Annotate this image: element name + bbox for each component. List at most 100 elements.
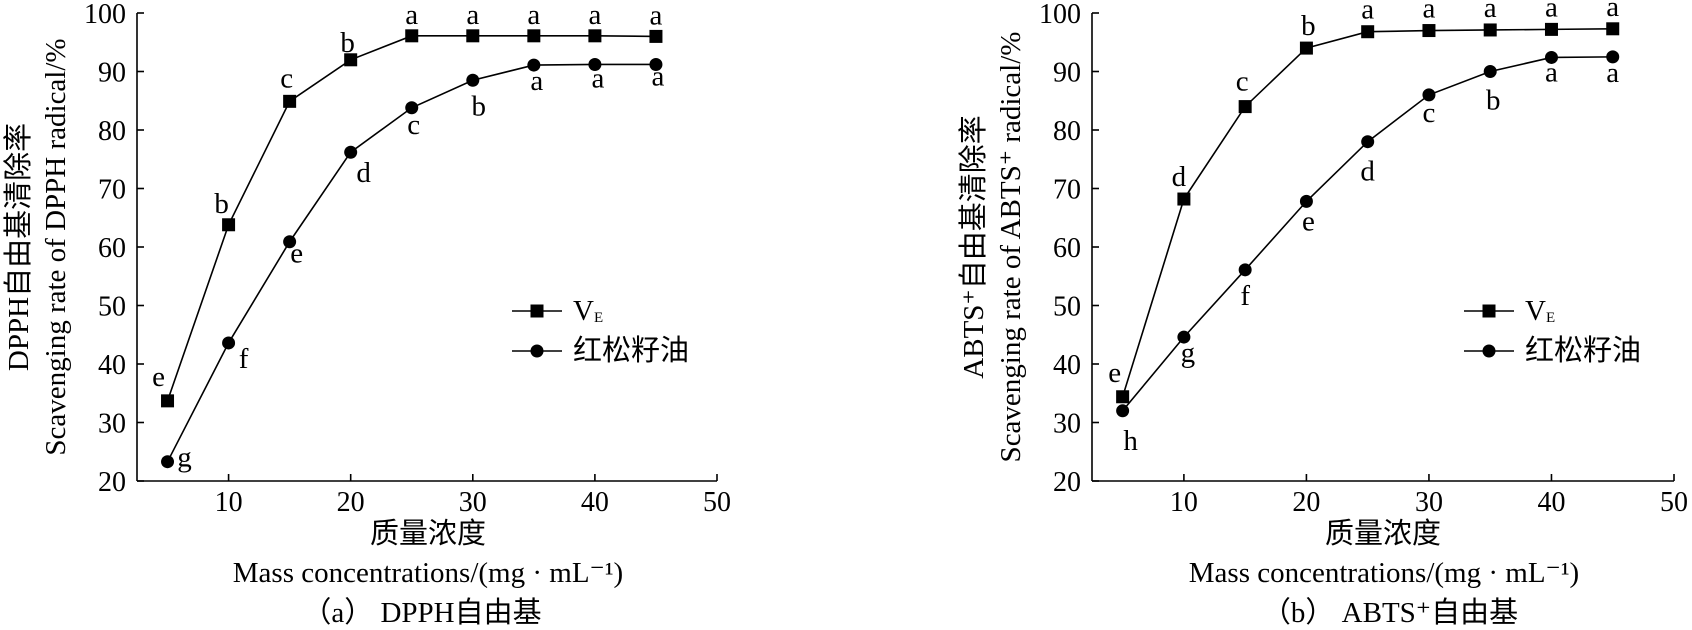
y-tick-label: 90 (98, 58, 126, 89)
significance-letter: e (1302, 205, 1315, 237)
x-axis-label-cn: 质量浓度 (370, 517, 486, 550)
x-tick-label: 20 (337, 487, 365, 518)
legend: VE 红松籽油 (512, 295, 689, 367)
data-point-marker-circle (1606, 50, 1620, 64)
y-tick-label: 30 (1053, 409, 1081, 440)
data-point-marker-square (283, 94, 297, 108)
data-point-marker-circle (1361, 135, 1375, 149)
legend-label-text: 红松籽油 (1525, 334, 1641, 367)
y-axis-label-cn: DPPH自由基清除率 (2, 123, 35, 371)
significance-letter: c (407, 109, 420, 141)
y-tick-label: 20 (1053, 467, 1081, 498)
y-tick-label: 80 (1053, 116, 1081, 147)
significance-letter: c (280, 62, 293, 94)
significance-letter: a (1423, 0, 1436, 25)
data-point-marker-square (588, 29, 602, 43)
data-point-marker-square (1177, 192, 1191, 206)
significance-letter: a (530, 65, 543, 97)
significance-letter: a (650, 0, 663, 31)
data-point-marker-circle (649, 57, 663, 71)
legend-marker-square (1482, 304, 1496, 318)
y-tick-label: 50 (98, 292, 126, 323)
y-tick-label: 40 (98, 350, 126, 381)
y-tick-label: 40 (1053, 350, 1081, 381)
data-point-marker-square (527, 29, 541, 43)
legend-marker-square (530, 304, 544, 318)
significance-letter: b (472, 90, 487, 122)
x-tick-label: 40 (581, 487, 609, 518)
data-point-marker-circle (283, 235, 297, 249)
significance-letter: b (340, 27, 355, 59)
legend-item: 红松籽油 (512, 334, 689, 367)
data-point-marker-square (1606, 22, 1620, 36)
data-point-marker-circle (1544, 50, 1558, 64)
legend-label: 红松籽油 (1525, 334, 1641, 367)
chart-caption: （b） ABTS⁺自由基 (1262, 596, 1518, 629)
significance-letter: a (1484, 0, 1497, 24)
chart-a-dpph: DPPH自由基清除率 Scavenging rate of DPPH radic… (2, 0, 731, 629)
x-tick-label: 20 (1292, 487, 1320, 518)
data-point-marker-square (161, 394, 175, 408)
significance-letter: c (1423, 97, 1436, 129)
legend-item: 红松籽油 (1464, 334, 1641, 367)
data-point-marker-square (1422, 24, 1436, 38)
significance-letter: d (1172, 161, 1187, 193)
data-point-marker-circle (588, 57, 602, 71)
data-point-marker-circle (405, 101, 419, 115)
data-point-marker-circle (1238, 263, 1252, 277)
y-tick-label: 100 (1039, 0, 1081, 30)
legend-label-subscript: E (1546, 310, 1555, 326)
data-point-marker-circle (1483, 65, 1497, 78)
y-tick-label: 70 (98, 175, 126, 206)
y-tick-label: 50 (1053, 292, 1081, 323)
y-tick-label: 90 (1053, 58, 1081, 89)
significance-letter: a (1545, 56, 1558, 88)
x-tick-label: 50 (703, 487, 731, 518)
y-axis-label-en: Scavenging rate of ABTS⁺ radical/% (995, 32, 1027, 463)
significance-letter: g (177, 442, 192, 474)
data-point-marker-square (1116, 390, 1130, 404)
data-point-marker-circle (161, 455, 175, 469)
axes: 10 20 30 40 50 20 30 40 50 60 70 80 90 100 (84, 0, 731, 518)
significance-letter: a (1606, 0, 1619, 23)
significance-letter: c (1236, 66, 1249, 98)
significance-letter: g (1181, 337, 1196, 369)
significance-letter: a (588, 0, 601, 31)
y-tick-label: 80 (98, 116, 126, 147)
data-point-marker-square (1238, 100, 1252, 114)
chart-b-abts: ABTS⁺自由基清除率 Scavenging rate of ABTS⁺ rad… (957, 0, 1688, 629)
data-point-marker-square (405, 29, 419, 43)
data-point-marker-circle (1299, 194, 1313, 208)
legend: VE 红松籽油 (1464, 295, 1641, 367)
data-point-marker-circle (1422, 88, 1436, 102)
x-tick-label: 40 (1537, 487, 1565, 518)
chart-caption: （a） DPPH自由基 (302, 596, 541, 629)
data-point-marker-square (344, 53, 358, 67)
y-tick-label: 60 (1053, 233, 1081, 264)
significance-letter: a (466, 0, 479, 31)
y-tick-label: 70 (1053, 175, 1081, 206)
data-point-marker-circle (1177, 330, 1191, 344)
x-tick-label: 50 (1660, 487, 1688, 518)
series-red-pine-seed-oil: g f e d c b a a a (161, 57, 665, 474)
x-tick-label: 10 (215, 487, 243, 518)
data-point-marker-circle (527, 58, 541, 72)
y-axis-label-en: Scavenging rate of DPPH radical/% (40, 38, 72, 455)
legend-label: VE (573, 295, 603, 327)
data-point-marker-square (1361, 25, 1375, 39)
legend-marker-circle (530, 344, 544, 358)
significance-letter: f (1240, 280, 1250, 312)
significance-letter: e (152, 361, 165, 393)
significance-letter: a (652, 60, 665, 92)
legend-marker-circle (1482, 344, 1496, 358)
significance-letter: b (214, 188, 229, 220)
significance-letter: a (591, 62, 604, 94)
significance-letter: e (1108, 357, 1121, 389)
y-tick-label: 100 (84, 0, 126, 30)
significance-letter: d (1360, 156, 1375, 188)
x-tick-label: 30 (1415, 487, 1443, 518)
significance-letter: e (290, 238, 303, 270)
